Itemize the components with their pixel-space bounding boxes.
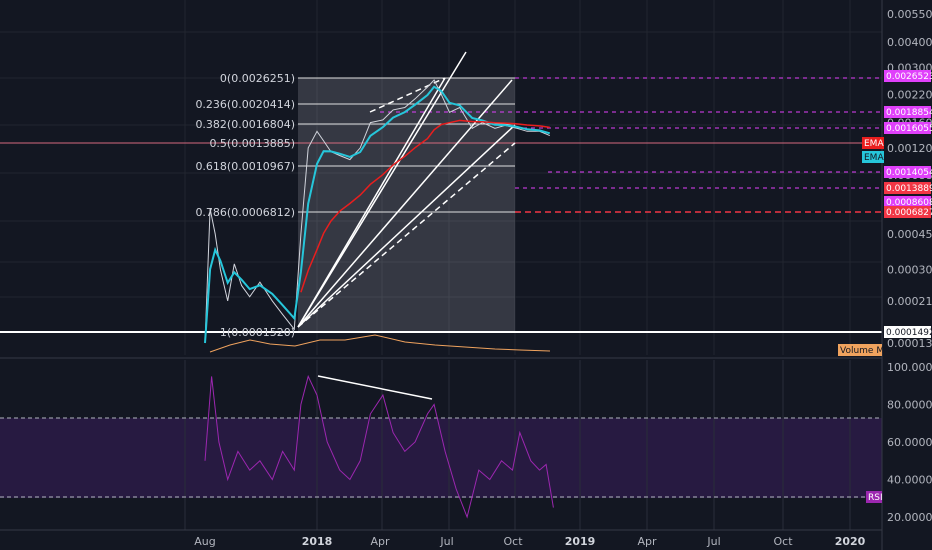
price-tag-bg	[884, 196, 931, 208]
price-tag-bg	[838, 344, 882, 356]
rsi-tick-label: 80.0000	[887, 399, 932, 412]
price-tag-label: EMA	[864, 139, 884, 149]
price-tag-label: RSI	[868, 493, 883, 503]
ema-slow-line	[300, 119, 550, 293]
price-tick-label: 0.0002100	[887, 295, 932, 308]
fib-level-label: 1(0.0001520)	[220, 326, 295, 339]
fib-level-label: 0.236(0.0020414)	[195, 98, 295, 111]
price-tag-label: Volume MA	[840, 346, 891, 356]
time-tick-label: Apr	[370, 535, 390, 548]
price-tag-bg	[884, 182, 931, 194]
time-tick-label: Jul	[439, 535, 453, 548]
fib-labels: 0(0.0026251) 0.236(0.0020414) 0.382(0.0016…	[195, 72, 295, 339]
fib-level-label: 0(0.0026251)	[220, 72, 295, 85]
price-tag-label: 0.0008608	[886, 198, 932, 208]
price-tag-bg	[884, 70, 931, 82]
rsi-band	[0, 418, 882, 498]
price-tag-label: 0.0026523	[886, 72, 932, 82]
rsi-tick-label: 40.0000	[887, 474, 932, 487]
price-tick-label: 0.0001300	[887, 337, 932, 350]
price-tag-bg	[862, 151, 884, 163]
rsi-grid	[184, 360, 851, 530]
fib-level-label: 0.618(0.0010967)	[195, 160, 295, 173]
time-tick-label: Jul	[706, 535, 720, 548]
price-tick-label: 0.0055000	[887, 8, 932, 21]
time-tick-label: 2018	[302, 535, 333, 548]
price-tick-label: 0.0012000	[887, 142, 932, 155]
rsi-divergence-line[interactable]	[317, 375, 433, 400]
price-tag-label: 0.0014054	[886, 168, 932, 178]
time-tick-label: Apr	[637, 535, 657, 548]
rsi-tick-label: 100.0000	[887, 361, 932, 374]
price-tag-bg	[884, 106, 931, 118]
time-tick-label: 2019	[565, 535, 596, 548]
rsi-scale[interactable]: 100.0000 80.0000 60.0000 40.0000 20.0000	[887, 361, 932, 524]
fib-level-label: 0.786(0.0006812)	[195, 206, 295, 219]
price-tag-label: EMA	[864, 153, 884, 163]
time-tick-label: 2020	[835, 535, 866, 548]
rsi-tick-label: 20.0000	[887, 511, 932, 524]
price-tag-bg	[884, 326, 931, 338]
price-tick-label: 0.0040000	[887, 36, 932, 49]
time-tick-label: Oct	[773, 535, 793, 548]
price-tags: 0.00265230.00188540.0016055EMAEMA0.00140…	[838, 70, 932, 503]
volume-ma-line	[209, 334, 551, 353]
price-tick-label: 0.0003000	[887, 264, 932, 277]
price-tag-label: 0.0006827	[886, 208, 932, 218]
price-tag-label: 0.0016055	[886, 124, 932, 134]
rsi-line	[204, 374, 554, 519]
price-tick-label: 0.0022000	[887, 89, 932, 102]
fib-level-label: 0.382(0.0016804)	[195, 118, 295, 131]
price-tag-bg	[862, 137, 884, 149]
price-tag-bg	[884, 166, 931, 178]
time-tick-label: Oct	[503, 535, 523, 548]
price-tag-bg	[884, 122, 931, 134]
ema-fast-line	[204, 85, 551, 344]
price-tag-bg	[866, 491, 882, 503]
rsi-tick-label: 60.0000	[887, 436, 932, 449]
speed-fan-lines[interactable]	[297, 51, 516, 328]
price-tag-label: 0.0018854	[886, 108, 932, 118]
price-tag-bg	[884, 206, 931, 218]
fib-level-label: 0.5(0.0013885)	[209, 137, 295, 150]
fib-retracement-box[interactable]	[298, 78, 515, 332]
price-tag-label: 0.0001492	[886, 328, 932, 338]
price-tag-label: 0.0013889	[886, 184, 932, 194]
price-tick-label: 0.0004500	[887, 228, 932, 241]
time-tick-label: Aug	[194, 535, 215, 548]
time-axis[interactable]: Aug 2018 Apr Jul Oct 2019 Apr Jul Oct 2020	[194, 535, 865, 548]
